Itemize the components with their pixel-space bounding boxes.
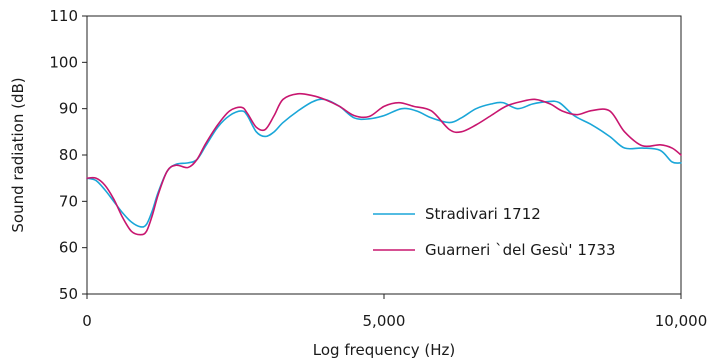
legend: Stradivari 1712 Guarneri `del Gesù' 1733 [373,205,616,259]
x-tick-label: 0 [82,312,92,330]
x-tick-label: 5,000 [363,312,406,330]
guarneri-series-line [86,92,682,236]
y-tick-label: 70 [59,192,78,210]
series-lines [86,92,682,236]
x-axis-ticks: 0 5,000 10,000 [82,294,707,330]
legend-label: Guarneri `del Gesù' 1733 [425,241,616,259]
y-tick-label: 100 [49,53,78,71]
y-tick-label: 50 [59,285,78,303]
stradivari-series-line [86,98,682,228]
x-axis-title: Log frequency (Hz) [313,341,455,359]
y-axis-title: Sound radiation (dB) [9,77,27,232]
x-tick-label: 10,000 [655,312,707,330]
y-tick-label: 90 [59,100,78,118]
legend-label: Stradivari 1712 [425,205,541,223]
y-tick-label: 80 [59,146,78,164]
y-axis-ticks: 50 60 70 80 90 100 110 [49,7,87,303]
y-tick-label: 110 [49,7,78,25]
y-tick-label: 60 [59,239,78,257]
